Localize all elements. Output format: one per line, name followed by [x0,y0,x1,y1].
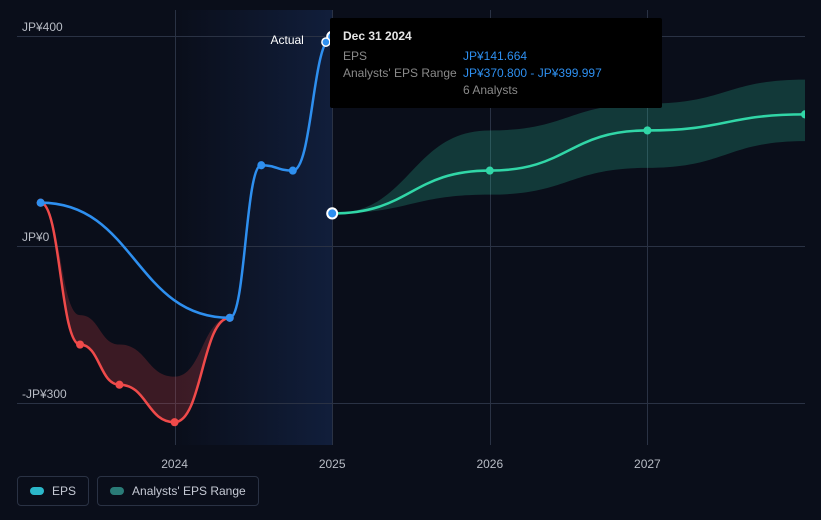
forecast-marker [643,126,651,134]
x-axis-label: 2025 [319,457,346,471]
chart-legend: EPS Analysts' EPS Range [17,476,259,506]
eps-negative-marker [76,340,84,348]
legend-item-eps[interactable]: EPS [17,476,89,506]
tooltip-value-eps: JP¥141.664 [463,49,527,63]
legend-label-range: Analysts' EPS Range [132,484,246,498]
tooltip-label-eps: EPS [343,49,463,63]
eps-positive-marker [37,199,45,207]
eps-positive-marker [226,314,234,322]
annotation-actual: Actual [270,33,303,47]
x-axis-label: 2026 [476,457,503,471]
x-axis-label: 2027 [634,457,661,471]
eps-positive-marker [257,161,265,169]
legend-swatch-eps [30,487,44,495]
tooltip-date: Dec 31 2024 [343,29,649,43]
legend-item-range[interactable]: Analysts' EPS Range [97,476,259,506]
eps-positive-marker [289,166,297,174]
eps-negative-marker [171,418,179,426]
x-axis-label: 2024 [161,457,188,471]
actual-dot [322,38,330,46]
legend-label-eps: EPS [52,484,76,498]
tooltip-label-range: Analysts' EPS Range [343,66,463,80]
forecast-start-marker [327,208,337,218]
tooltip-value-range: JP¥370.800 - JP¥399.997 [463,66,602,80]
legend-swatch-range [110,487,124,495]
eps-positive-line [41,37,333,318]
eps-negative-marker [115,381,123,389]
tooltip-analysts-count: 6 Analysts [463,83,649,97]
forecast-marker [486,166,494,174]
chart-tooltip: Dec 31 2024 EPS JP¥141.664 Analysts' EPS… [330,18,662,108]
